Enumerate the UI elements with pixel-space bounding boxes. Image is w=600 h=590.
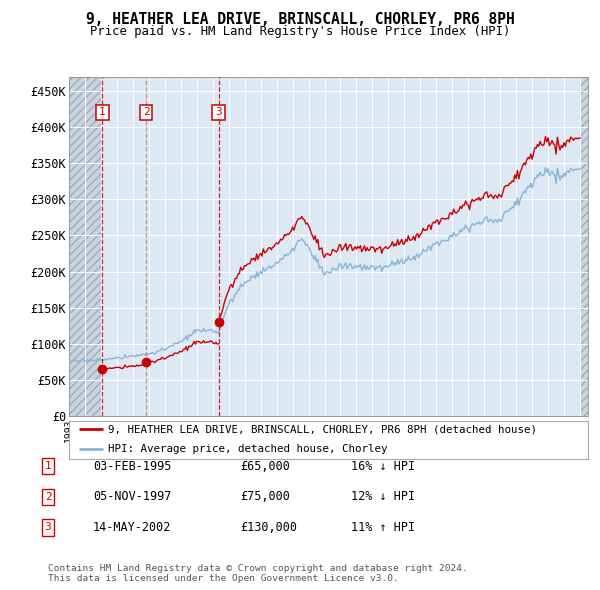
Bar bbox=[580, 77, 588, 416]
Text: £75,000: £75,000 bbox=[240, 490, 290, 503]
Text: £65,000: £65,000 bbox=[240, 460, 290, 473]
Text: 9, HEATHER LEA DRIVE, BRINSCALL, CHORLEY, PR6 8PH: 9, HEATHER LEA DRIVE, BRINSCALL, CHORLEY… bbox=[86, 12, 514, 27]
Text: 16% ↓ HPI: 16% ↓ HPI bbox=[351, 460, 415, 473]
Text: 14-MAY-2002: 14-MAY-2002 bbox=[93, 521, 172, 534]
Text: Price paid vs. HM Land Registry's House Price Index (HPI): Price paid vs. HM Land Registry's House … bbox=[90, 25, 510, 38]
Text: 11% ↑ HPI: 11% ↑ HPI bbox=[351, 521, 415, 534]
Text: 3: 3 bbox=[44, 523, 52, 532]
Text: 1: 1 bbox=[99, 107, 106, 117]
Text: Contains HM Land Registry data © Crown copyright and database right 2024.
This d: Contains HM Land Registry data © Crown c… bbox=[48, 563, 468, 583]
Text: 2: 2 bbox=[143, 107, 149, 117]
Text: 9, HEATHER LEA DRIVE, BRINSCALL, CHORLEY, PR6 8PH (detached house): 9, HEATHER LEA DRIVE, BRINSCALL, CHORLEY… bbox=[108, 424, 537, 434]
Text: 3: 3 bbox=[215, 107, 222, 117]
Text: 1: 1 bbox=[44, 461, 52, 471]
Text: £130,000: £130,000 bbox=[240, 521, 297, 534]
Bar bbox=[69, 77, 101, 416]
Text: HPI: Average price, detached house, Chorley: HPI: Average price, detached house, Chor… bbox=[108, 444, 388, 454]
Text: 12% ↓ HPI: 12% ↓ HPI bbox=[351, 490, 415, 503]
Text: 03-FEB-1995: 03-FEB-1995 bbox=[93, 460, 172, 473]
Text: 05-NOV-1997: 05-NOV-1997 bbox=[93, 490, 172, 503]
Text: 2: 2 bbox=[44, 492, 52, 502]
